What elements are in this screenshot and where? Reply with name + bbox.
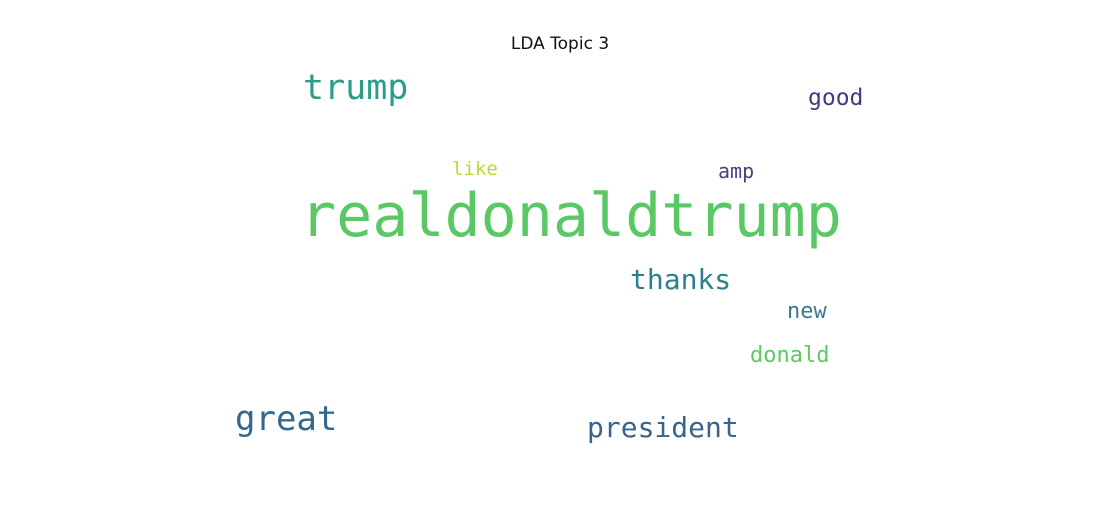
word-president: president: [587, 411, 739, 444]
word-great: great: [235, 399, 337, 439]
word-thanks: thanks: [630, 263, 731, 296]
word-trump: trump: [303, 68, 408, 108]
word-amp: amp: [718, 159, 754, 183]
word-realdonaldtrump: realdonaldtrump: [300, 181, 842, 251]
word-new: new: [787, 299, 827, 324]
word-good: good: [808, 85, 863, 111]
word-like: like: [452, 158, 498, 180]
chart-title: LDA Topic 3: [510, 34, 610, 54]
word-donald: donald: [750, 343, 829, 368]
